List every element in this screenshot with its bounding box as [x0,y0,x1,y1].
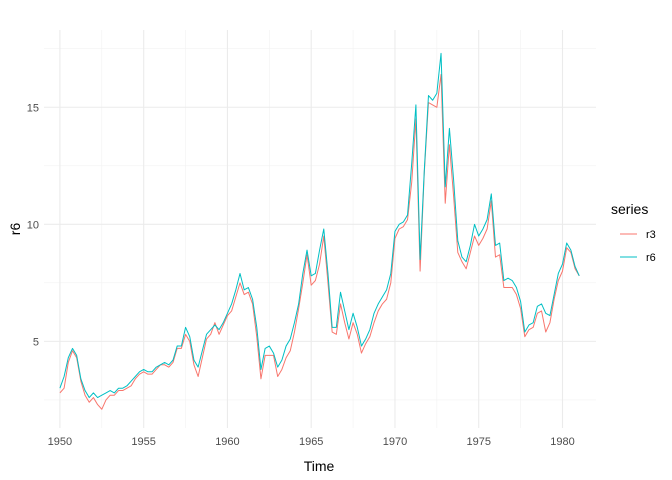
x-axis-ticks: 1950 1955 1960 1965 1970 1975 1980 [48,436,575,448]
y-tick-label: 5 [33,336,39,348]
legend: series r3 r6 [611,201,656,264]
series-line-r3 [59,73,580,410]
x-tick-label: 1950 [48,436,72,448]
legend-title: series [611,201,648,217]
x-tick-label: 1960 [215,436,239,448]
x-tick-label: 1975 [466,436,490,448]
y-axis-ticks: 5 10 15 [27,102,39,348]
y-tick-label: 10 [27,219,39,231]
x-tick-label: 1965 [299,436,323,448]
legend-items: r3 r6 [620,229,656,264]
x-tick-label: 1955 [131,436,155,448]
y-tick-label: 15 [27,102,39,114]
x-axis-title: Time [304,458,335,474]
grid-lines [44,30,596,428]
series-lines [59,52,580,410]
legend-label-r6: r6 [646,252,656,264]
legend-label-r3: r3 [646,229,656,241]
x-tick-label: 1980 [550,436,574,448]
x-tick-label: 1970 [383,436,407,448]
y-axis-title: r6 [7,223,23,236]
series-line-r6 [59,52,580,399]
